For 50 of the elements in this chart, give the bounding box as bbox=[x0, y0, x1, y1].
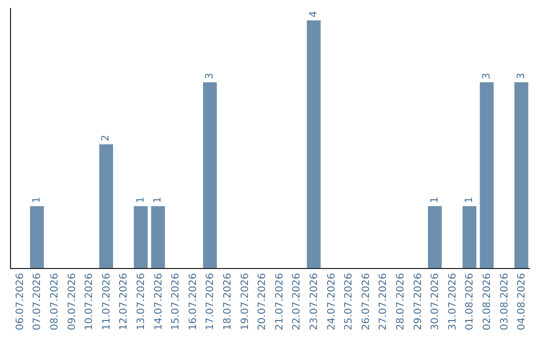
bar bbox=[428, 206, 442, 268]
x-tick-label: 17.07.2026 bbox=[205, 273, 216, 330]
x-tick-label: 27.07.2026 bbox=[378, 273, 390, 330]
x-tick-label: 28.07.2026 bbox=[396, 273, 406, 330]
x-tick-label: 04.08.2026 bbox=[516, 273, 528, 330]
data-label: 2 bbox=[100, 134, 112, 142]
x-tick-label: 09.07.2026 bbox=[66, 273, 78, 330]
data-label: 3 bbox=[516, 72, 527, 80]
data-label: 1 bbox=[152, 196, 164, 204]
bar bbox=[30, 206, 44, 268]
bar bbox=[134, 206, 148, 268]
x-tick-label: 29.07.2026 bbox=[412, 273, 424, 330]
x-tick-label: 10.07.2026 bbox=[84, 273, 96, 330]
x-tick-label: 01.08.2026 bbox=[464, 273, 476, 330]
x-tick-label: 18.07.2026 bbox=[222, 273, 234, 330]
x-tick-label: 23.07.2026 bbox=[309, 273, 320, 330]
x-tick-label: 26.07.2026 bbox=[360, 273, 372, 330]
data-label: 1 bbox=[429, 196, 440, 204]
x-tick-label: 30.07.2026 bbox=[430, 273, 442, 330]
bar bbox=[151, 206, 165, 268]
x-tick-label: 07.07.2026 bbox=[32, 273, 44, 330]
x-tick-label: 19.07.2026 bbox=[240, 273, 251, 330]
x-tick-label: 15.07.2026 bbox=[170, 273, 182, 330]
bar bbox=[203, 82, 217, 268]
x-tick-label: 08.07.2026 bbox=[50, 273, 60, 330]
x-tick-label: 11.07.2026 bbox=[101, 273, 112, 330]
data-label: 3 bbox=[204, 72, 216, 80]
x-tick-label: 16.07.2026 bbox=[188, 273, 199, 330]
data-label: 1 bbox=[135, 196, 146, 204]
bar bbox=[514, 82, 528, 268]
x-tick-label: 20.07.2026 bbox=[257, 273, 268, 330]
data-label: 3 bbox=[481, 72, 492, 80]
data-label: 1 bbox=[31, 196, 42, 204]
x-tick-label: 22.07.2026 bbox=[292, 273, 303, 330]
x-tick-label: 24.07.2026 bbox=[326, 273, 338, 330]
bar bbox=[480, 82, 494, 268]
x-tick-label: 06.07.2026 bbox=[14, 273, 26, 330]
x-tick-label: 21.07.2026 bbox=[274, 273, 286, 330]
x-tick-label: 25.07.2026 bbox=[344, 273, 355, 330]
bar bbox=[99, 144, 114, 268]
x-tick-label: 13.07.2026 bbox=[136, 273, 147, 330]
x-tick-label: 03.08.2026 bbox=[499, 273, 510, 330]
x-tick-label: 14.07.2026 bbox=[153, 273, 164, 330]
bar bbox=[462, 206, 476, 268]
x-tick-label: 02.08.2026 bbox=[482, 273, 493, 330]
x-tick-label: 31.07.2026 bbox=[447, 273, 458, 330]
data-label: 1 bbox=[464, 196, 475, 204]
bar bbox=[306, 20, 321, 268]
x-tick-label: 12.07.2026 bbox=[118, 273, 130, 330]
data-label: 4 bbox=[308, 11, 320, 18]
